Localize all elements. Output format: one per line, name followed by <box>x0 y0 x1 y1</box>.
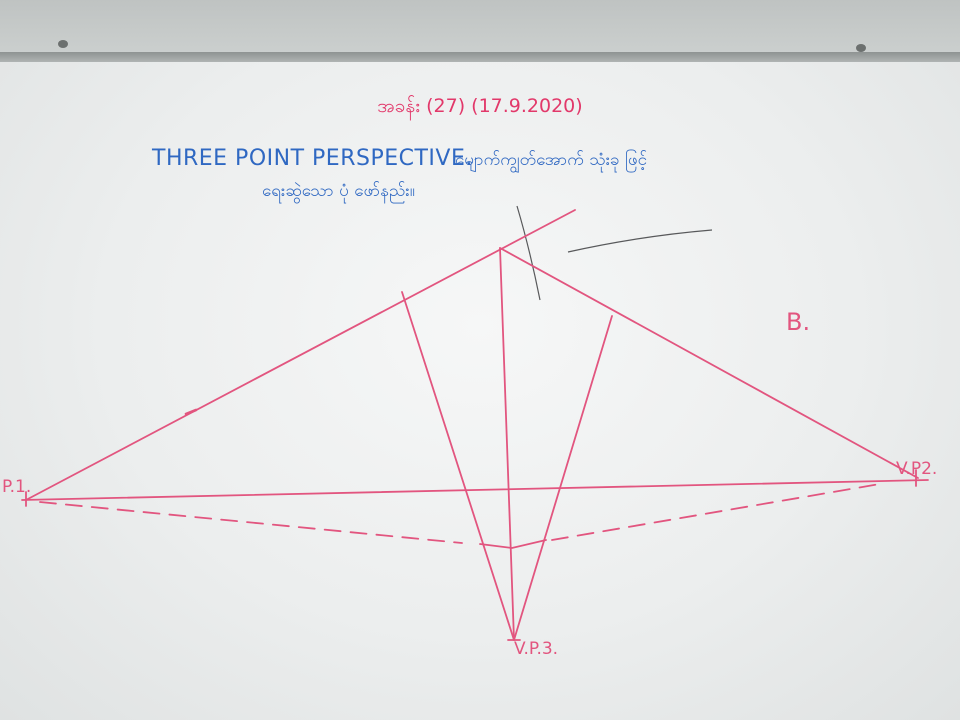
dashed-line-left <box>39 501 463 544</box>
dashed-line-right <box>551 483 881 541</box>
wall <box>0 0 960 62</box>
horizon-line <box>21 479 929 501</box>
line-apex-to-vp2 <box>499 247 919 479</box>
lesson-heading: အခန်း (27) (17.9.2020) <box>377 94 582 121</box>
screw <box>58 40 68 48</box>
line-apex-to-vp3 <box>499 247 515 641</box>
vp1-label: P.1. <box>2 477 31 497</box>
title-latin: THREE POINT PERSPECTIVE. <box>151 146 473 171</box>
title-myanmar-line1: မျောက်ကျွတ်အောက် သုံးခု ဖြင့် <box>455 148 647 174</box>
stray-gray-stroke <box>516 205 541 301</box>
whiteboard-surface <box>0 62 960 720</box>
box-bottom-edge <box>479 539 547 549</box>
title-myanmar-line2: ရေးဆွဲသော ပုံ ဖော်နည်း။ <box>262 181 415 204</box>
screw <box>856 44 866 52</box>
line-vp1-to-apex <box>25 209 576 501</box>
marker-mark <box>184 408 198 416</box>
stray-gray-stroke <box>567 229 713 253</box>
line-left-edge-to-vp3 <box>401 291 515 641</box>
section-label: B. <box>786 308 810 336</box>
vp3-label: V.P.3. <box>514 639 558 659</box>
vp2-label: V.P2. <box>896 459 937 479</box>
board-top-frame <box>0 52 960 64</box>
line-right-edge-to-vp3 <box>513 315 613 641</box>
